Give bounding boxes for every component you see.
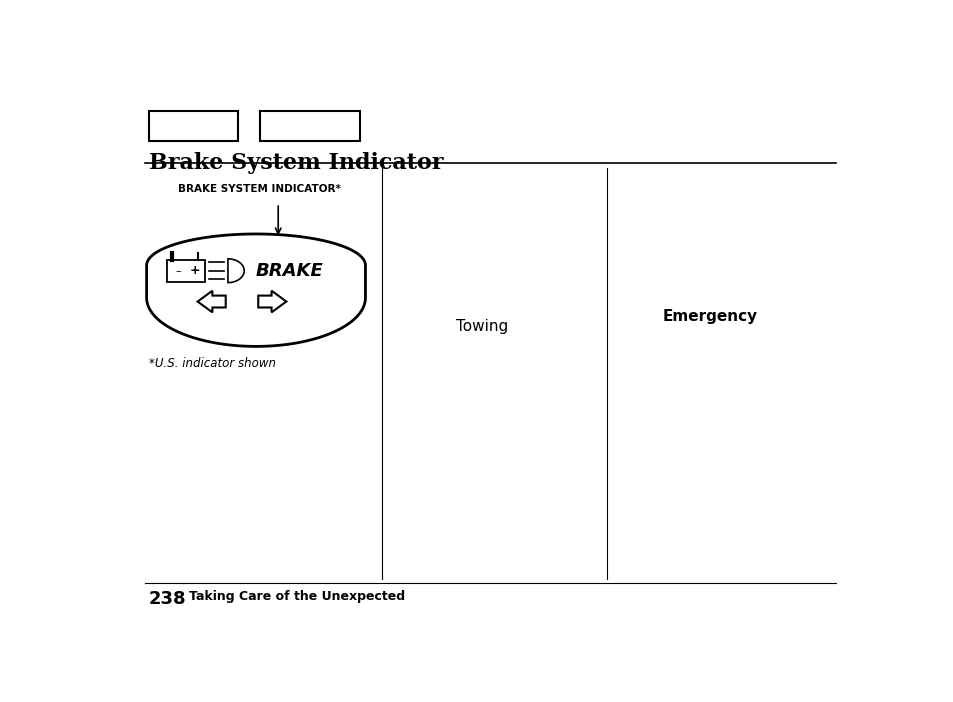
Text: Taking Care of the Unexpected: Taking Care of the Unexpected — [190, 590, 405, 602]
Text: Brake System Indicator: Brake System Indicator — [149, 152, 443, 174]
Text: BRAKE: BRAKE — [255, 262, 323, 279]
Text: 238: 238 — [149, 590, 186, 608]
Text: BRAKE SYSTEM INDICATOR*: BRAKE SYSTEM INDICATOR* — [178, 184, 341, 194]
Text: *U.S. indicator shown: *U.S. indicator shown — [149, 357, 275, 370]
Polygon shape — [147, 234, 365, 346]
FancyArrow shape — [197, 291, 226, 312]
Text: Emergency: Emergency — [662, 309, 757, 324]
FancyArrow shape — [258, 291, 286, 312]
Polygon shape — [228, 259, 244, 283]
Text: +: + — [190, 264, 200, 277]
Text: –: – — [175, 266, 181, 276]
Text: Towing: Towing — [456, 319, 507, 334]
Bar — [167, 260, 205, 282]
Bar — [149, 112, 237, 141]
Bar — [259, 112, 359, 141]
